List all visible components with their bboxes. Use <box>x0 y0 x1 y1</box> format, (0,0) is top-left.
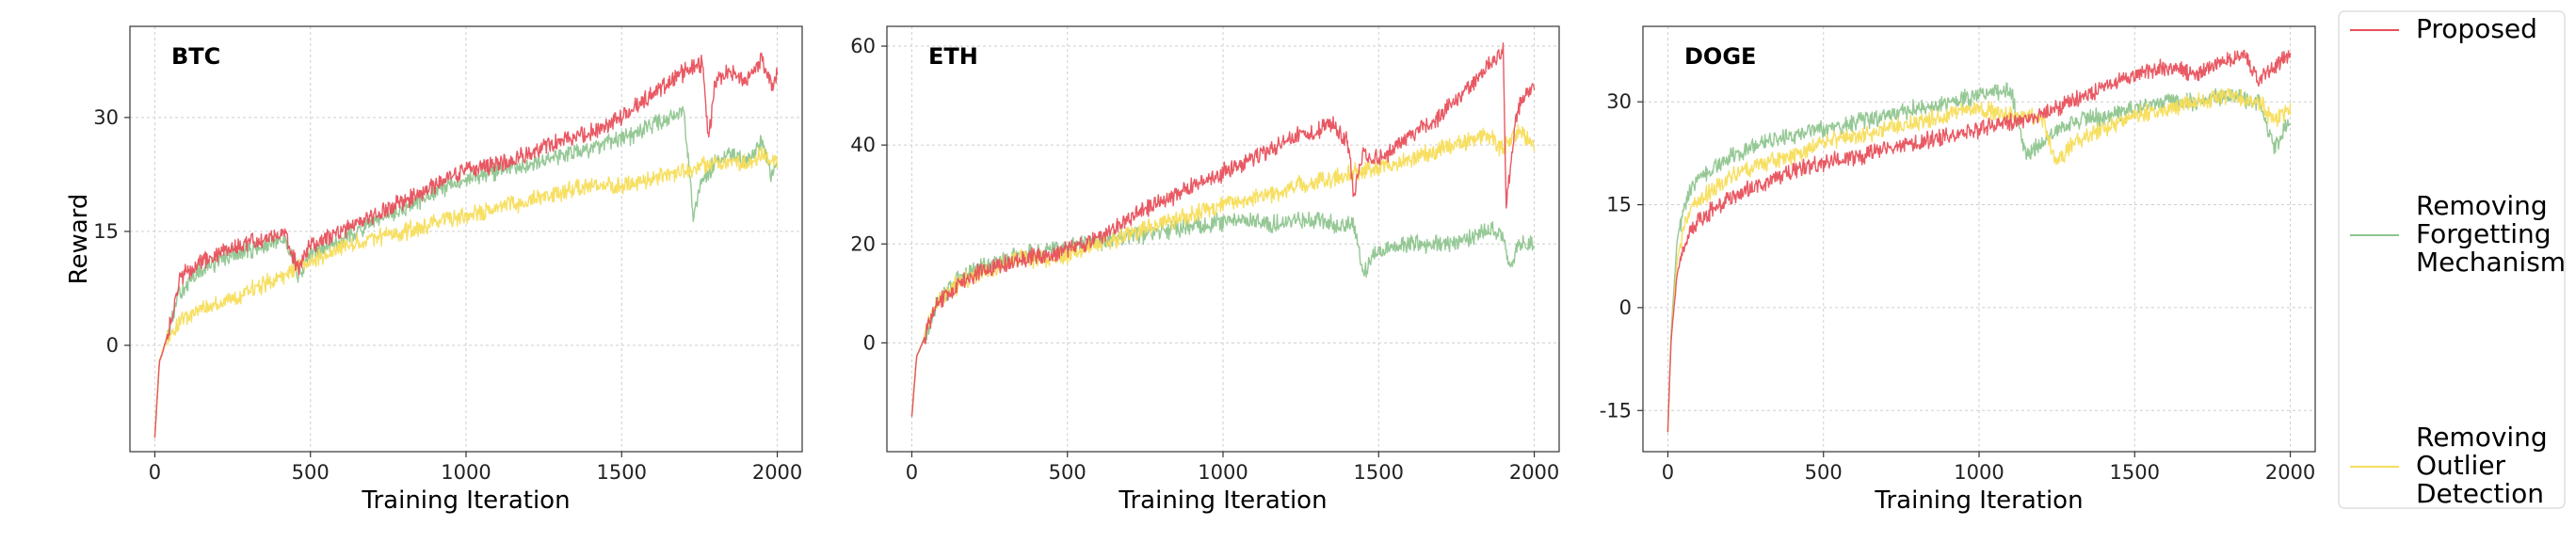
x-tick-label: 1500 <box>1354 461 1404 484</box>
x-tick-label: 1000 <box>1198 461 1248 484</box>
legend-label: Proposed <box>2416 13 2537 44</box>
y-tick-label: 0 <box>863 331 876 354</box>
y-tick-label: -15 <box>1600 399 1632 422</box>
y-tick-label: 60 <box>850 35 876 57</box>
series-line-forgetting <box>153 105 778 438</box>
series-line-proposed <box>1666 49 2292 433</box>
legend: ProposedRemovingForgettingMechanismRemov… <box>2338 10 2566 509</box>
panel-0: 0 500 1000 1500 2000 0 15 30 BTC Training Iterati… <box>65 25 803 515</box>
y-tick-label: 20 <box>850 232 876 255</box>
x-tick-label: 0 <box>149 461 161 484</box>
y-tick-label: 0 <box>106 334 119 357</box>
legend-label: Mechanism <box>2416 247 2566 278</box>
y-tick-label: 15 <box>1606 194 1632 216</box>
x-tick-label: 1500 <box>597 461 647 484</box>
x-tick-label: 0 <box>906 461 918 484</box>
x-tick-label: 1000 <box>441 461 491 484</box>
x-axis-label: Training Iteration <box>1874 486 2083 515</box>
series-line-outlier <box>153 146 779 438</box>
legend-label: Detection <box>2416 478 2544 509</box>
legend-label: Outlier <box>2416 450 2506 481</box>
x-tick-label: 2000 <box>2265 461 2315 484</box>
x-tick-label: 0 <box>1662 461 1674 484</box>
panel-title: BTC <box>171 43 220 70</box>
y-tick-label: 30 <box>93 106 119 129</box>
x-tick-label: 500 <box>1049 461 1087 484</box>
y-axis-label: Reward <box>65 194 93 285</box>
y-tick-label: 0 <box>1619 296 1632 319</box>
legend-label: Forgetting <box>2416 218 2552 249</box>
series-line-proposed <box>153 52 779 438</box>
y-tick-label: 40 <box>850 134 876 156</box>
x-tick-label: 1500 <box>2110 461 2160 484</box>
panel-1: 0 500 1000 1500 2000 0 20 40 60 ETH Training Itera… <box>850 25 1560 515</box>
x-tick-label: 500 <box>1805 461 1843 484</box>
x-tick-label: 1000 <box>1954 461 2004 484</box>
y-tick-label: 30 <box>1606 90 1632 113</box>
panel-title: DOGE <box>1684 43 1756 70</box>
series-line-proposed <box>910 42 1536 417</box>
x-axis-label: Training Iteration <box>1118 486 1327 515</box>
x-tick-label: 500 <box>292 461 330 484</box>
series-line-outlier <box>1666 88 2292 433</box>
y-tick-label: 15 <box>93 220 119 243</box>
legend-label: Removing <box>2416 190 2548 221</box>
panel-title: ETH <box>928 43 978 70</box>
panel-2: 0 500 1000 1500 2000 -15 0 15 30 DOGE Training Ite… <box>1600 25 2316 515</box>
series-line-outlier <box>910 123 1536 417</box>
legend-label: Removing <box>2416 422 2548 453</box>
x-tick-label: 2000 <box>1509 461 1559 484</box>
x-axis-label: Training Iteration <box>361 486 570 515</box>
legend-frame <box>2338 10 2566 509</box>
x-tick-label: 2000 <box>752 461 802 484</box>
